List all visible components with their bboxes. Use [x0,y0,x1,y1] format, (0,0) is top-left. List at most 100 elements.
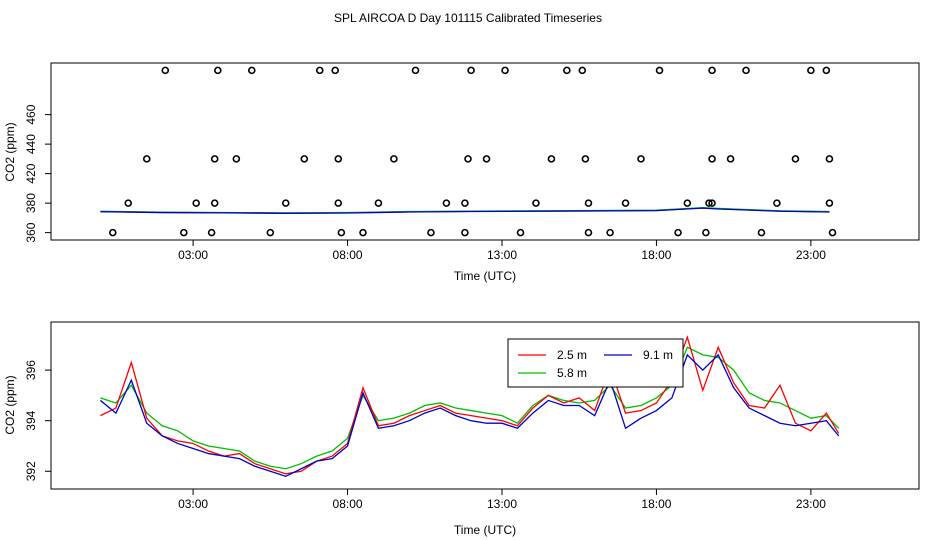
top-y-tick-label: 360 [24,222,38,242]
top-data-point [467,66,475,75]
top-data-point [532,199,540,207]
top-data-point [210,155,219,163]
top-x-tick-label: 18:00 [641,248,671,262]
top-data-point [655,66,664,75]
bottom-x-axis-label: Time (UTC) [454,523,516,537]
top-y-tick-label: 380 [24,193,38,213]
top-series-line-9-1-m [100,207,830,214]
bottom-series-line-2-5-m [100,335,840,475]
top-data-point [300,155,309,163]
top-data-point [825,199,834,207]
top-data-point [192,199,200,207]
top-data-point [708,199,716,207]
top-data-point [334,199,343,207]
top-data-point [331,66,339,75]
top-data-point [334,155,343,163]
top-y-axis: 360 420 460 380 440 [24,104,51,243]
top-data-point [516,228,525,237]
top-data-point [374,199,383,207]
top-data-point [210,199,219,207]
top-data-point [232,155,241,163]
top-data-point [708,155,716,163]
bottom-y-axis: 392 394 396 [24,360,51,481]
top-data-point [281,199,290,207]
top-data-point [773,199,781,207]
top-data-point [757,228,766,237]
figure-title: SPL AIRCOA D Day 101115 Calibrated Times… [334,11,602,25]
top-data-point [247,66,256,75]
top-data-point [207,228,216,237]
top-x-tick-label: 23:00 [796,248,826,262]
top-data-point [482,155,491,163]
top-data-point [315,66,324,75]
top-data-point [427,228,435,237]
bottom-x-tick-label: 03:00 [178,497,208,511]
top-x-axis-label: Time (UTC) [454,269,516,283]
top-data-point [501,66,509,75]
top-data-point [161,66,170,75]
legend-label-5-8m: 5.8 m [557,366,587,380]
top-data-point [180,228,188,237]
bottom-y-tick-label: 394 [24,410,38,430]
top-data-point [547,155,556,163]
top-data-point [828,228,837,237]
top-y-tick-label: 460 [24,104,38,124]
top-data-point [637,155,645,163]
bottom-y-axis-label: CO2 (ppm) [3,375,17,434]
legend-label-9-1m: 9.1 m [643,348,673,362]
legend-box [507,338,684,388]
top-plot-frame [50,62,920,241]
bottom-series-line-5-8-m [100,346,840,470]
bottom-x-tick-label: 23:00 [796,497,826,511]
top-data-point [791,155,800,163]
top-x-tick-label: 13:00 [487,248,517,262]
top-data-point [708,66,716,75]
bottom-plot-frame [50,321,920,490]
top-data-point [266,228,275,237]
bottom-y-tick-label: 392 [24,461,38,481]
bottom-y-tick-label: 396 [24,360,38,380]
top-data-point [742,66,750,75]
top-data-point [411,66,420,75]
top-plot-marks [100,66,837,237]
top-x-tick-label: 03:00 [178,248,208,262]
top-data-point [683,199,692,207]
top-data-point [337,228,346,237]
top-data-point [108,228,117,237]
bottom-series-line-9-1-m [100,353,840,478]
top-data-point [124,199,133,207]
bottom-x-tick-label: 18:00 [641,497,671,511]
legend-label-2-5m: 2.5 m [557,348,587,362]
top-y-tick-label: 420 [24,163,38,183]
top-data-point [726,155,735,163]
legend: 2.5 m 5.8 m 9.1 m [507,338,684,388]
top-data-point [674,228,682,237]
top-data-point [563,66,571,75]
top-data-point [461,199,469,207]
top-data-point [606,228,614,237]
top-data-point [578,66,587,75]
top-data-point [584,228,593,237]
top-panel: 03:00 08:00 13:00 18:00 23:00 360 420 460 380 44… [3,62,920,283]
top-data-point [825,155,834,163]
top-y-axis-label: CO2 (ppm) [3,122,17,181]
top-data-point [822,66,831,75]
bottom-x-tick-label: 08:00 [333,497,363,511]
top-data-point [442,199,451,207]
top-data-point [702,228,710,237]
top-x-axis: 03:00 08:00 13:00 18:00 23:00 [178,240,826,262]
bottom-x-tick-label: 13:00 [487,497,517,511]
bottom-plot-marks [100,335,840,478]
top-y-tick-label: 440 [24,134,38,154]
bottom-x-axis: 03:00 08:00 13:00 18:00 23:00 [178,489,826,511]
top-data-point [390,155,398,163]
top-data-point [705,199,713,207]
top-data-point [142,155,151,163]
top-x-tick-label: 08:00 [333,248,363,262]
top-data-point [214,66,222,75]
top-data-point [807,66,815,75]
top-data-point [464,155,472,163]
top-data-point [359,228,367,237]
bottom-panel: 03:00 08:00 13:00 18:00 23:00 392 394 396 Time… [3,321,920,537]
